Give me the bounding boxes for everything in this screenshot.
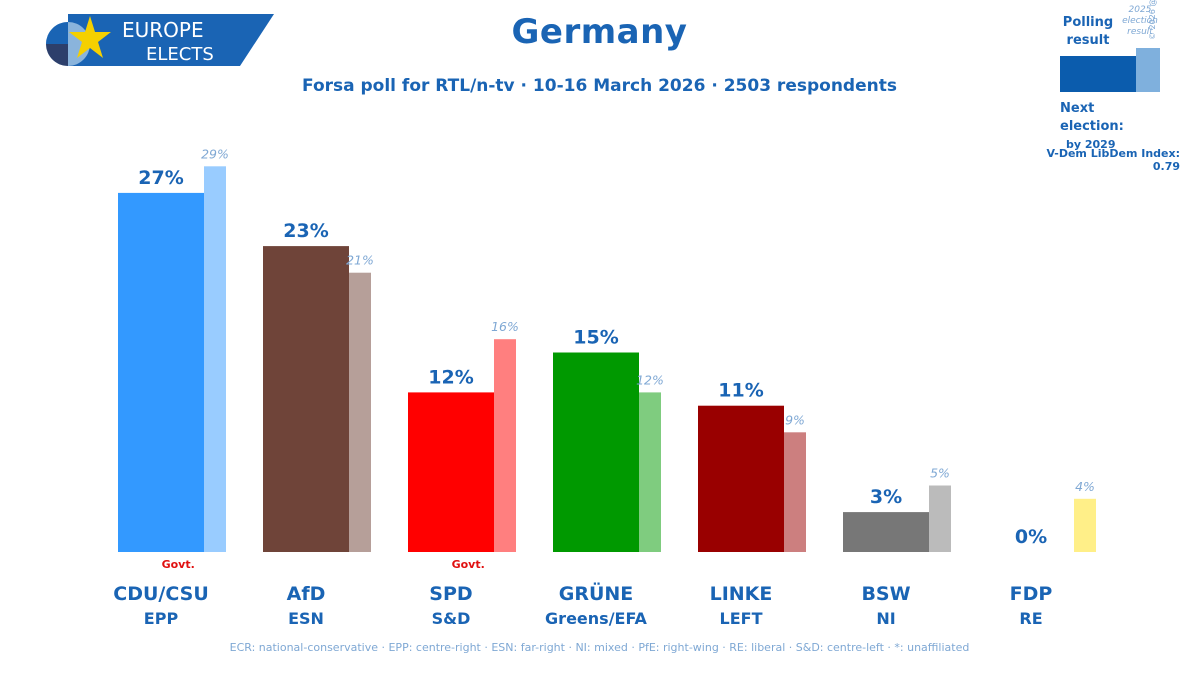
value-label-spd: 12% bbox=[428, 366, 473, 388]
legend-polling-label: Polling result bbox=[1062, 15, 1114, 48]
prev-label-afd: 21% bbox=[346, 253, 374, 268]
group-label-spd: S&D bbox=[432, 609, 471, 628]
group-label-fdp: RE bbox=[1019, 609, 1042, 628]
value-label-afd: 23% bbox=[283, 220, 328, 242]
prev-label-gr-ne: 12% bbox=[636, 372, 664, 387]
bar-previous-spd bbox=[494, 339, 516, 552]
party-label-fdp: FDP bbox=[1010, 583, 1053, 605]
bar-previous-bsw bbox=[929, 485, 951, 552]
bar-current-linke bbox=[698, 405, 784, 552]
bar-previous-gr-ne bbox=[639, 392, 661, 552]
europe-elects-logo: EUROPE ELECTS bbox=[46, 14, 274, 66]
page-title: Germany bbox=[511, 12, 688, 52]
value-label-bsw: 3% bbox=[870, 486, 902, 508]
group-label-linke: LEFT bbox=[720, 609, 763, 628]
group-label-bsw: NI bbox=[876, 609, 895, 628]
group-label-cdu-csu: EPP bbox=[144, 609, 179, 628]
legend-election-swatch bbox=[1136, 48, 1160, 92]
logo-text-europe: EUROPE bbox=[122, 18, 204, 42]
legend-election-label: 2025 election result bbox=[1122, 5, 1158, 37]
value-label-cdu-csu: 27% bbox=[138, 167, 183, 189]
party-label-afd: AfD bbox=[287, 583, 326, 605]
prev-label-spd: 16% bbox=[491, 319, 519, 334]
bar-previous-afd bbox=[349, 272, 371, 552]
bar-current-spd bbox=[408, 392, 494, 552]
prev-label-cdu-csu: 29% bbox=[201, 146, 229, 161]
value-label-fdp: 0% bbox=[1015, 526, 1047, 548]
page-subtitle: Forsa poll for RTL/n-tv · 10-16 March 20… bbox=[302, 76, 897, 96]
vdem-index: V-Dem LibDem Index: 0.79 bbox=[1046, 147, 1180, 173]
party-label-cdu-csu: CDU/CSU bbox=[113, 583, 209, 605]
party-label-bsw: BSW bbox=[861, 583, 910, 605]
party-label-gr-ne: GRÜNE bbox=[559, 581, 634, 605]
govt-marker-cdu-csu: Govt. bbox=[162, 558, 195, 571]
bar-previous-cdu-csu bbox=[204, 166, 226, 553]
bar-previous-fdp bbox=[1074, 498, 1096, 552]
bar-current-cdu-csu bbox=[118, 192, 204, 552]
bar-previous-linke bbox=[784, 432, 806, 552]
group-label-gr-ne: Greens/EFA bbox=[545, 609, 648, 628]
prev-label-fdp: 4% bbox=[1075, 479, 1095, 494]
party-label-spd: SPD bbox=[429, 583, 472, 605]
footnote: ECR: national-conservative · EPP: centre… bbox=[229, 641, 970, 654]
legend-next-election: Next election: by 2029 bbox=[1060, 101, 1124, 151]
prev-label-linke: 9% bbox=[785, 412, 805, 427]
group-label-afd: ESN bbox=[288, 609, 324, 628]
govt-marker-spd: Govt. bbox=[452, 558, 485, 571]
bar-current-bsw bbox=[843, 512, 929, 552]
bar-current-afd bbox=[263, 246, 349, 552]
legend-polling-swatch bbox=[1060, 56, 1136, 92]
value-label-linke: 11% bbox=[718, 380, 763, 402]
bar-current-gr-ne bbox=[553, 352, 639, 552]
party-label-linke: LINKE bbox=[710, 583, 773, 605]
logo-text-elects: ELECTS bbox=[146, 44, 214, 65]
prev-label-bsw: 5% bbox=[930, 466, 950, 481]
value-label-gr-ne: 15% bbox=[573, 327, 618, 349]
